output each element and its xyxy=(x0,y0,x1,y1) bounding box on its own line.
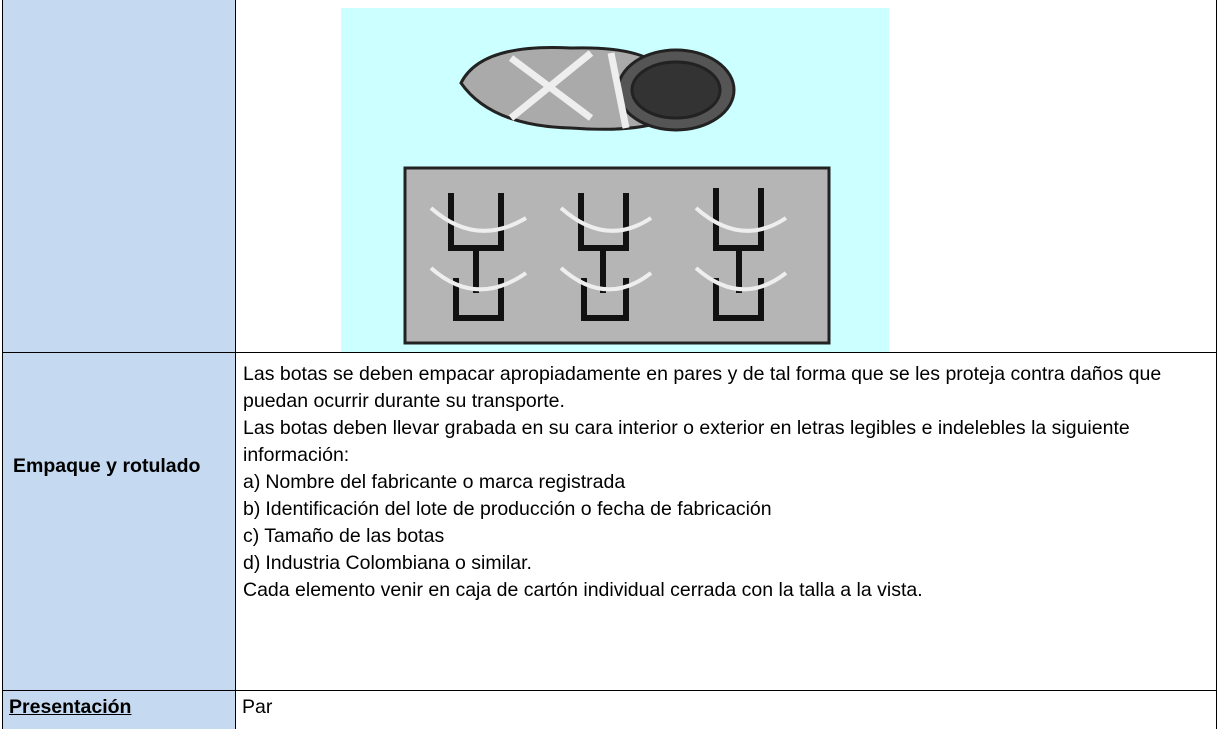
list-text: Tamaño de las botas xyxy=(264,525,445,547)
list-marker: a) xyxy=(243,471,261,493)
paragraph: Las botas se deben empacar apropiadament… xyxy=(243,363,1162,412)
paragraph: Cada elemento venir en caja de cartón in… xyxy=(243,579,923,601)
list-text: Identificación del lote de producción o … xyxy=(265,498,772,520)
list-item: b) Identificación del lote de producción … xyxy=(243,496,1210,523)
list-text: Industria Colombiana o similar. xyxy=(265,552,532,574)
label-cell: Presentación xyxy=(2,690,236,729)
row-label: Empaque y rotulado xyxy=(13,455,201,477)
list-item: d) Industria Colombiana o similar. xyxy=(243,550,1210,577)
list-item: c) Tamaño de las botas xyxy=(243,523,1210,550)
label-cell: Empaque y rotulado xyxy=(2,352,236,691)
list-marker: d) xyxy=(243,552,261,574)
row-value: Par xyxy=(242,696,273,718)
list-item: a) Nombre del fabricante o marca registra… xyxy=(243,469,1210,496)
label-cell xyxy=(2,0,236,353)
list-marker: b) xyxy=(243,498,261,520)
content-cell: Las botas se deben empacar apropiadament… xyxy=(235,352,1217,691)
image-cell xyxy=(235,0,1217,353)
content-cell: Par xyxy=(235,690,1217,729)
paragraph: Las botas deben llevar grabada en su car… xyxy=(243,417,1130,466)
list: a) Nombre del fabricante o marca registra… xyxy=(243,469,1210,577)
list-marker: c) xyxy=(243,525,260,547)
list-text: Nombre del fabricante o marca registrada xyxy=(265,471,626,493)
row-label: Presentación xyxy=(9,696,132,718)
crampon-illustration xyxy=(341,8,889,353)
